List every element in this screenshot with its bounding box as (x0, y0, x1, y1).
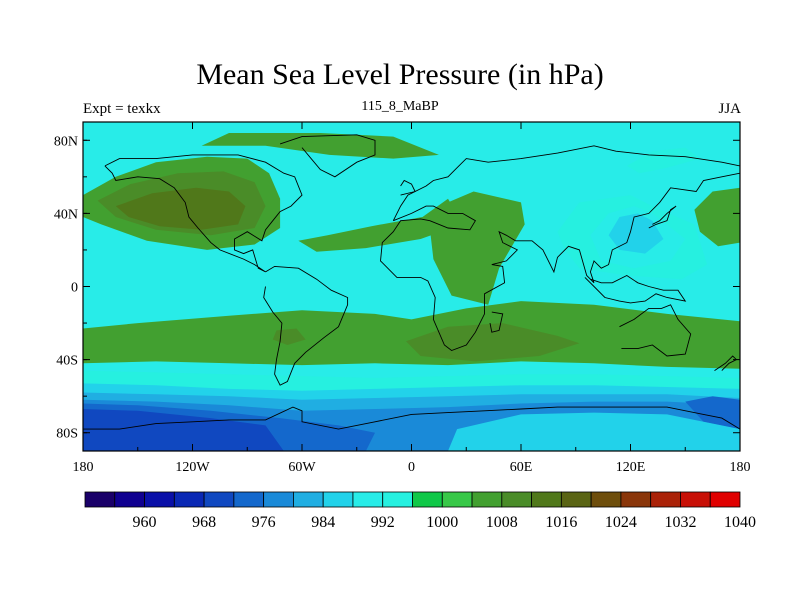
x-tick-label: 120E (616, 460, 646, 475)
colorbar-swatch (441, 491, 473, 508)
pressure-region-southern-ocean-low (83, 409, 284, 451)
colorbar-swatch (560, 491, 592, 508)
colorbar-swatch (680, 491, 711, 508)
colorbar-swatch (471, 491, 503, 508)
colorbar-swatch (709, 491, 741, 508)
colorbar-swatch (84, 491, 116, 508)
colorbar-label: 968 (192, 514, 216, 531)
pressure-region-asian-low (608, 213, 664, 254)
pressure-region-east-asia-high (694, 187, 740, 247)
y-tick-label: 40N (54, 207, 78, 222)
center-subtitle: 115_8_MaBP (361, 99, 439, 114)
colorbar-label: 1040 (724, 514, 756, 531)
colorbar-swatch (233, 491, 265, 508)
chart-title: Mean Sea Level Pressure (in hPa) (196, 58, 604, 91)
coastline-australia (619, 304, 692, 357)
coastline-eurasia-africa (380, 145, 740, 352)
colorbar-swatch (501, 491, 532, 508)
x-tick-label: 180 (730, 460, 751, 475)
coastline-indonesia (584, 274, 687, 304)
colorbar-swatch (263, 491, 294, 508)
coastline-new-zealand (714, 355, 738, 371)
coastline-antarctica (83, 406, 740, 430)
colorbar-label: 960 (133, 514, 157, 531)
colorbar-label: 1016 (545, 514, 577, 531)
colorbar-swatch (650, 491, 681, 508)
colorbar-label: 1024 (605, 514, 637, 531)
coastline-north-america (104, 154, 303, 273)
pressure-region-n-pacific-high (115, 187, 246, 230)
colorbar-swatch (173, 491, 205, 508)
x-tick-label: 120W (175, 460, 210, 475)
pressure-region-southern-ocean-low (448, 412, 740, 451)
colorbar-swatch (590, 491, 622, 508)
x-tick-label: 0 (408, 460, 415, 475)
colorbar-swatch (293, 491, 324, 508)
pressure-region-n-atlantic-high (429, 191, 525, 305)
colorbar-label: 1032 (665, 514, 697, 531)
pressure-region-siberian-low (626, 147, 700, 174)
colorbar-swatch (620, 491, 652, 508)
season-label: JJA (718, 101, 741, 117)
pressure-region-southern-belt (83, 301, 740, 369)
coastline-south-america (263, 265, 349, 386)
colorbar-swatch (322, 491, 354, 508)
colorbar-swatch (382, 491, 413, 508)
y-tick-label: 80S (56, 427, 78, 442)
pressure-region-n-atlantic-high (298, 198, 459, 252)
x-tick-label: 60W (288, 460, 316, 475)
x-tick-label: 180 (73, 460, 94, 475)
y-tick-label: 80N (54, 134, 78, 149)
x-tick-label: 60E (510, 460, 533, 475)
colorbar-swatch (114, 491, 145, 508)
colorbar-label: 992 (371, 514, 395, 531)
colorbar-swatch (203, 491, 235, 508)
colorbar-label: 976 (252, 514, 276, 531)
pressure-region-s-indian-high (406, 323, 580, 362)
experiment-label: Expt = texkx (83, 101, 161, 117)
colorbar-swatch (144, 491, 175, 508)
coastline-madagascar (489, 311, 504, 333)
coastline-japan (648, 205, 677, 229)
colorbar-label: 1000 (426, 514, 458, 531)
coastline-greenland (279, 134, 376, 178)
colorbar-label: 1008 (486, 514, 518, 531)
coastline-uk (400, 179, 416, 196)
colorbar-label: 984 (311, 514, 335, 531)
pressure-region-arctic-high (201, 133, 439, 159)
y-tick-label: 40S (56, 354, 78, 369)
colorbar-swatch (412, 491, 443, 508)
colorbar-swatch (531, 491, 562, 508)
colorbar-swatch (352, 491, 384, 508)
y-tick-label: 0 (71, 281, 78, 296)
